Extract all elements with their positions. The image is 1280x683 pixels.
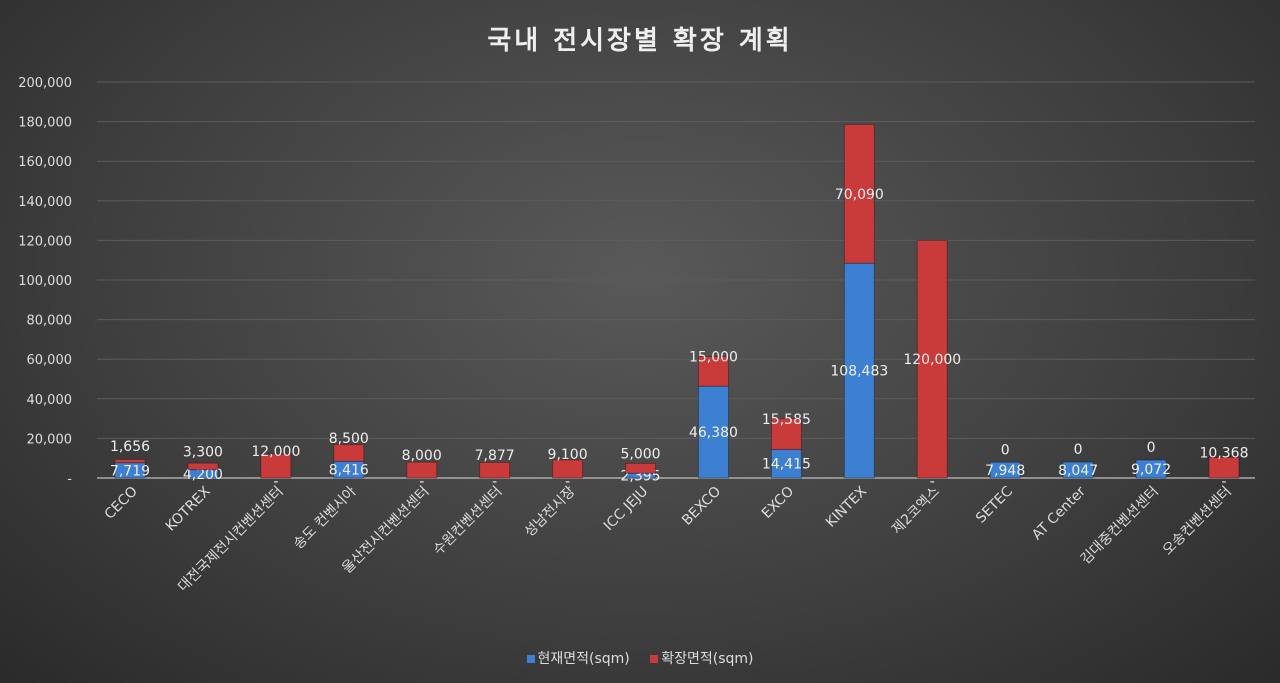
- bar-expansion: [916, 239, 948, 479]
- y-tick-label: 180,000: [18, 116, 72, 131]
- x-tick-label: AT Center: [1029, 483, 1089, 543]
- data-label: 70,090: [835, 187, 884, 203]
- data-label: 9,072: [1131, 462, 1171, 478]
- data-label: 15,585: [762, 412, 811, 428]
- data-label: -: [930, 474, 935, 490]
- data-label: 15,000: [689, 349, 738, 365]
- data-label: -: [273, 474, 278, 490]
- data-label: 120,000: [903, 352, 961, 368]
- y-tick-label: 160,000: [18, 155, 72, 170]
- bar-current: [989, 461, 1021, 479]
- bar-expansion: [843, 123, 875, 264]
- data-label: 0: [1147, 440, 1156, 456]
- x-tick-label: EXCO: [759, 484, 797, 522]
- data-label: 8,000: [402, 448, 442, 464]
- legend-label-current: 현재면적(sqm): [537, 651, 630, 667]
- data-label: 46,380: [689, 425, 738, 441]
- bar-current: [770, 448, 802, 479]
- data-label: 108,483: [830, 364, 888, 380]
- data-label: 8,500: [329, 431, 369, 447]
- legend-swatch-expansion: [650, 655, 659, 663]
- y-tick-label: 80,000: [27, 314, 73, 329]
- data-label: 8,416: [329, 463, 369, 479]
- y-tick-label: 60,000: [27, 353, 73, 368]
- bar-current: [843, 262, 875, 479]
- x-tick-label: 김대중컨벤션센터: [1078, 484, 1162, 568]
- data-label: 12,000: [251, 444, 300, 460]
- x-tick-label: 송도 컨벤시아: [291, 483, 360, 552]
- bar-expansion: [479, 461, 511, 479]
- data-label: 1,656: [110, 439, 150, 455]
- y-tick-label: 140,000: [18, 195, 72, 210]
- legend-item-current: 현재면적(sqm): [526, 648, 630, 668]
- x-tick-label: KOTREX: [163, 483, 214, 534]
- data-label: 3,300: [183, 444, 223, 460]
- y-tick-label: 100,000: [18, 274, 72, 289]
- y-tick-label: 120,000: [18, 234, 72, 249]
- data-label: -: [565, 474, 570, 490]
- data-label: 10,368: [1200, 446, 1249, 462]
- x-tick-label: 수원컨벤션센터: [430, 484, 505, 559]
- bar-expansion: [625, 462, 657, 474]
- bar-expansion: [1208, 456, 1240, 479]
- data-label: 5,000: [620, 446, 660, 462]
- bar-expansion: [114, 458, 146, 464]
- data-label: -: [419, 474, 424, 490]
- x-tick-label: CECO: [102, 484, 141, 523]
- data-label: -: [492, 474, 497, 490]
- bar-expansion: [406, 461, 438, 479]
- bar-current: [697, 385, 729, 479]
- x-tick-label: 성남전시장: [522, 483, 579, 540]
- data-label: 8,047: [1058, 463, 1098, 479]
- y-tick-label: 20,000: [27, 432, 73, 447]
- legend-swatch-current: [526, 655, 535, 663]
- data-label: 7,877: [475, 448, 515, 464]
- bar-current: [1135, 459, 1167, 479]
- x-tick-label: 제2코엑스: [889, 483, 943, 537]
- bar-expansion: [333, 444, 365, 462]
- data-label: 14,415: [762, 457, 811, 473]
- y-tick-label: -: [67, 472, 72, 487]
- legend: 현재면적(sqm) 확장면적(sqm): [0, 648, 1280, 668]
- x-tick-label: 오송컨벤션센터: [1160, 484, 1235, 559]
- x-tick-label: BEXCO: [679, 484, 724, 529]
- x-tick-label: SETEC: [973, 483, 1016, 526]
- data-label: 7,948: [985, 463, 1025, 479]
- data-label: 4,200: [183, 467, 223, 483]
- data-label: 9,100: [548, 447, 588, 463]
- data-label: 0: [1001, 442, 1010, 458]
- bar-expansion: [770, 418, 802, 450]
- chart-title: 국내 전시장별 확장 계획: [487, 26, 793, 56]
- y-tick-label: 40,000: [27, 393, 73, 408]
- data-label: 7,719: [110, 463, 150, 479]
- bar-expansion: [187, 462, 219, 471]
- legend-item-expansion: 확장면적(sqm): [650, 648, 753, 668]
- data-label: -: [1221, 474, 1226, 490]
- x-tick-label: ICC JEJU: [601, 484, 652, 535]
- legend-label-expansion: 확장면적(sqm): [661, 651, 754, 667]
- bar-expansion: [552, 459, 584, 479]
- y-tick-label: 200,000: [18, 76, 72, 91]
- bar-current: [333, 460, 365, 479]
- bar-current: [1062, 461, 1094, 479]
- data-label: 0: [1074, 442, 1083, 458]
- x-tick-label: KINTEX: [823, 483, 871, 531]
- bar-expansion: [260, 453, 292, 479]
- bar-expansion: [697, 355, 729, 387]
